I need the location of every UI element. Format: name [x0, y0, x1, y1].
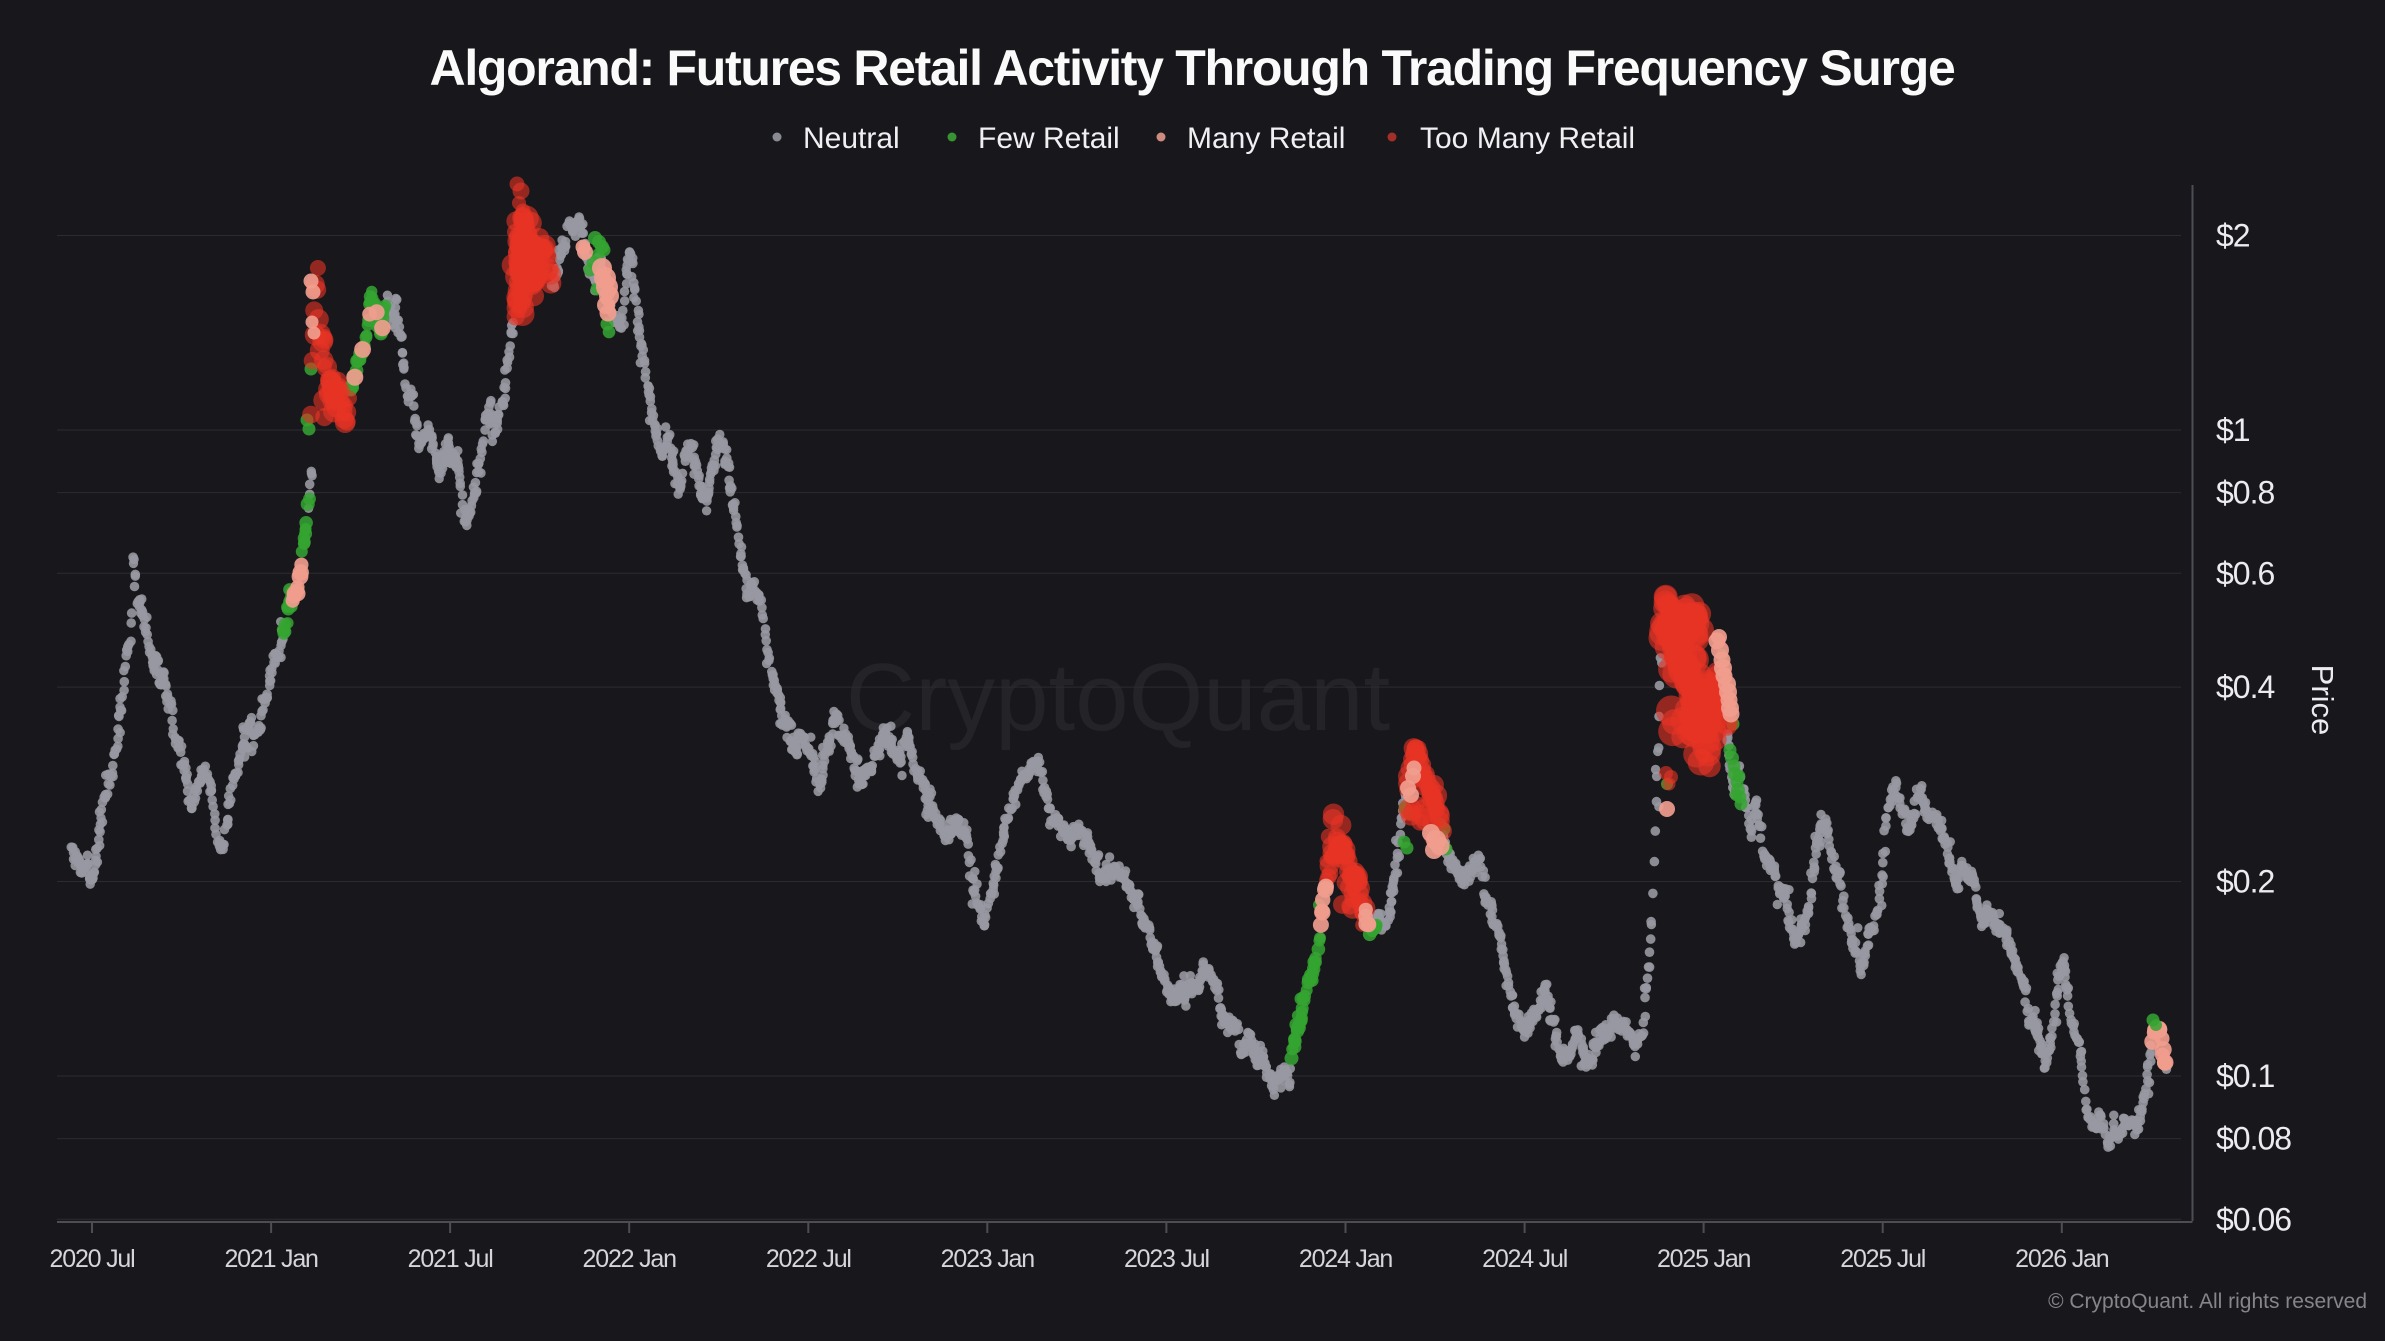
svg-text:2023 Jan: 2023 Jan: [941, 1245, 1035, 1273]
svg-text:2022 Jan: 2022 Jan: [583, 1245, 677, 1273]
svg-text:Algorand: Futures Retail Activ: Algorand: Futures Retail Activity Throug…: [430, 40, 1955, 96]
svg-text:$2: $2: [2216, 218, 2250, 254]
svg-text:2020 Jul: 2020 Jul: [50, 1245, 135, 1273]
svg-text:2025 Jul: 2025 Jul: [1840, 1245, 1925, 1273]
svg-text:2022 Jul: 2022 Jul: [766, 1245, 851, 1273]
svg-text:Many Retail: Many Retail: [1187, 122, 1345, 155]
svg-text:Few Retail: Few Retail: [978, 122, 1120, 155]
svg-text:$0.8: $0.8: [2216, 475, 2274, 511]
svg-text:2021 Jul: 2021 Jul: [408, 1245, 493, 1273]
svg-text:$0.1: $0.1: [2216, 1058, 2274, 1094]
svg-text:$0.08: $0.08: [2216, 1121, 2291, 1157]
svg-text:© CryptoQuant. All rights rese: © CryptoQuant. All rights reserved: [2048, 1290, 2367, 1313]
svg-text:2024 Jul: 2024 Jul: [1482, 1245, 1567, 1273]
svg-text:CryptoQuant: CryptoQuant: [846, 644, 1390, 751]
svg-text:2021 Jan: 2021 Jan: [224, 1245, 318, 1273]
svg-text:2023 Jul: 2023 Jul: [1124, 1245, 1209, 1273]
svg-text:Neutral: Neutral: [803, 122, 900, 155]
svg-text:$1: $1: [2216, 412, 2250, 448]
svg-text:$0.4: $0.4: [2216, 669, 2274, 705]
svg-text:Price: Price: [2305, 665, 2340, 736]
svg-text:$0.06: $0.06: [2216, 1201, 2291, 1237]
svg-text:$0.6: $0.6: [2216, 555, 2274, 591]
svg-text:2025 Jan: 2025 Jan: [1657, 1245, 1751, 1273]
svg-text:2024 Jan: 2024 Jan: [1299, 1245, 1393, 1273]
svg-text:$0.2: $0.2: [2216, 864, 2274, 900]
svg-text:Too Many Retail: Too Many Retail: [1420, 122, 1635, 155]
svg-text:2026 Jan: 2026 Jan: [2015, 1245, 2109, 1273]
